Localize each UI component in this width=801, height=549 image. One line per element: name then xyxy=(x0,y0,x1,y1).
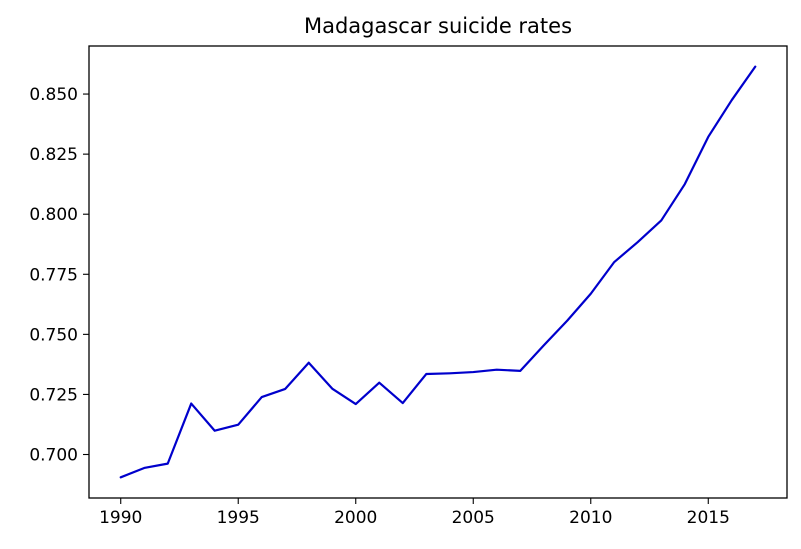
y-tick-label: 0.725 xyxy=(29,385,78,405)
y-tick-label: 0.750 xyxy=(29,325,78,345)
y-tick-label: 0.825 xyxy=(29,145,78,165)
x-tick-label: 1990 xyxy=(99,508,142,528)
x-tick-label: 2005 xyxy=(452,508,495,528)
chart-title: Madagascar suicide rates xyxy=(304,14,572,38)
axes-frame xyxy=(88,45,788,499)
x-tick-label: 1995 xyxy=(217,508,260,528)
x-tick-label: 2010 xyxy=(569,508,612,528)
x-tick-label: 2015 xyxy=(687,508,730,528)
y-tick-label: 0.800 xyxy=(29,205,78,225)
y-tick-label: 0.850 xyxy=(29,85,78,105)
series-line-0 xyxy=(119,65,757,479)
y-tick-label: 0.700 xyxy=(29,446,78,466)
y-tick-label: 0.775 xyxy=(29,265,78,285)
plot-area: 1990 1995 2000 2005 2010 2015 0.700 0.725 0.750 0… xyxy=(29,45,788,528)
x-tick-label: 2000 xyxy=(334,508,377,528)
